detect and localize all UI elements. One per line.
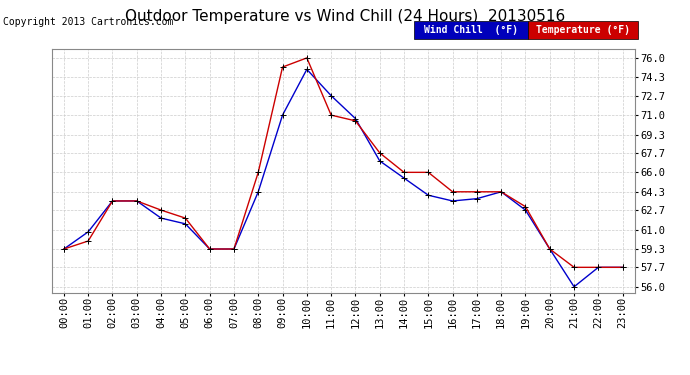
Text: Wind Chill  (°F): Wind Chill (°F) <box>424 25 518 34</box>
Text: Copyright 2013 Cartronics.com: Copyright 2013 Cartronics.com <box>3 17 174 27</box>
Text: Temperature (°F): Temperature (°F) <box>536 25 630 34</box>
Text: Outdoor Temperature vs Wind Chill (24 Hours)  20130516: Outdoor Temperature vs Wind Chill (24 Ho… <box>125 9 565 24</box>
